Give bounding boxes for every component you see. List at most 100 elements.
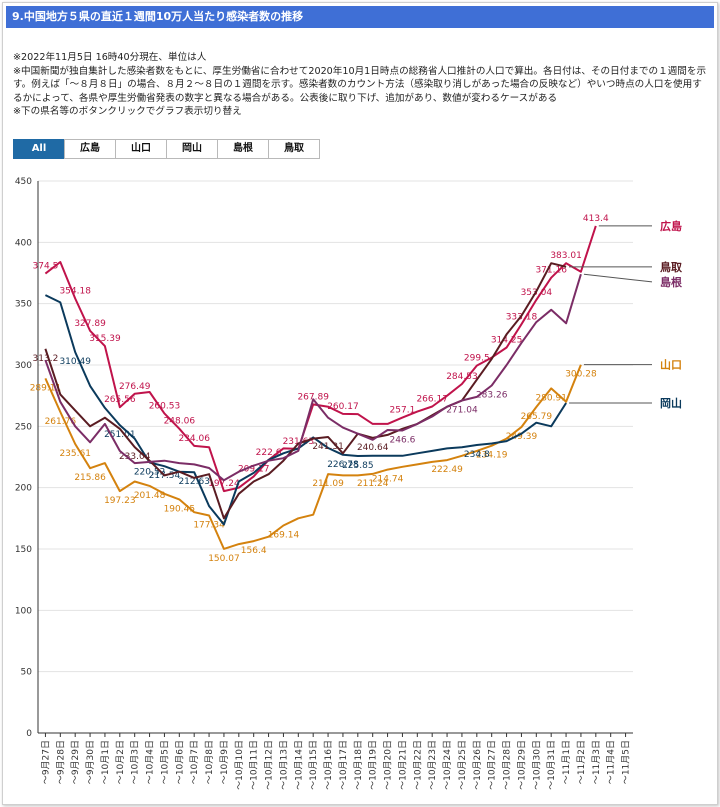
- data-label: 211.09: [312, 479, 344, 489]
- tab-tottori[interactable]: 鳥取: [268, 139, 320, 159]
- prefecture-tabs: All 広島 山口 岡山 島根 鳥取: [13, 139, 320, 159]
- x-tick-label: ～10月21日: [397, 740, 408, 790]
- x-tick-label: ～10月10日: [234, 740, 245, 790]
- x-tick-label: ～10月17日: [338, 740, 349, 790]
- x-tick-label: ～9月28日: [55, 740, 66, 784]
- x-tick-label: ～10月2日: [115, 740, 126, 784]
- x-tick-label: ～10月14日: [293, 740, 304, 790]
- data-label: 150.07: [208, 554, 240, 564]
- x-tick-label: ～10月3日: [130, 740, 141, 784]
- data-label: 260.17: [327, 402, 359, 412]
- data-label: 215.86: [74, 473, 106, 483]
- data-label: 156.4: [241, 546, 267, 556]
- tab-hiroshima[interactable]: 広島: [64, 139, 116, 159]
- data-label: 222.49: [431, 465, 463, 475]
- data-label: 177.34: [193, 520, 225, 530]
- data-label: 265.56: [104, 395, 136, 405]
- data-label: 251.01: [104, 430, 136, 440]
- notes: ※2022年11月5日 16時40分現在、単位は人 ※中国新聞が独自集計した感染…: [13, 51, 711, 119]
- data-label: 220.52: [134, 467, 166, 477]
- line-chart: 0 50 100 150 200 250 300 350 400 450 ～9月27日 ～9月28日 ～…: [15, 177, 683, 790]
- data-label: 327.89: [74, 319, 106, 329]
- data-label: 261.76: [45, 417, 77, 427]
- data-label: 248.06: [164, 417, 196, 427]
- data-label: 212.63: [178, 477, 210, 487]
- data-label: 234.06: [178, 434, 210, 444]
- x-tick-label: ～10月13日: [278, 740, 289, 790]
- x-tick-label: ～9月30日: [85, 740, 96, 784]
- data-label: 241.31: [312, 442, 344, 452]
- data-label: 246.6: [390, 436, 416, 446]
- x-tick-label: ～10月1日: [100, 740, 111, 784]
- data-label: 257.1: [390, 406, 416, 416]
- x-tick-label: ～10月28日: [502, 740, 513, 790]
- data-label: 266.17: [416, 394, 448, 404]
- x-tick-label: ～10月30日: [531, 740, 542, 790]
- data-label: 267.89: [297, 392, 329, 402]
- data-label: 234.19: [476, 451, 508, 461]
- y-tick-label: 200: [15, 484, 32, 494]
- y-tick-label: 350: [15, 300, 32, 310]
- data-label: 197.23: [104, 496, 136, 506]
- data-label: 315.39: [89, 334, 121, 344]
- data-label: 197.24: [208, 479, 240, 489]
- x-tick-label: ～10月12日: [264, 740, 275, 790]
- series-line-1: [44, 364, 582, 550]
- data-label: 313.2: [33, 354, 59, 364]
- note-timestamp: ※2022年11月5日 16時40分現在、単位は人: [13, 52, 207, 63]
- tab-yamaguchi[interactable]: 山口: [115, 139, 167, 159]
- y-tick-label: 150: [15, 545, 32, 555]
- x-tick-label: ～10月5日: [159, 740, 170, 784]
- data-label: 265.79: [521, 412, 553, 422]
- data-label: 231.63: [283, 437, 315, 447]
- y-tick-label: 0: [26, 729, 32, 739]
- x-tick-label: ～10月11日: [249, 740, 260, 790]
- series-end-label: 島根: [660, 275, 683, 289]
- data-label: 235.61: [59, 449, 91, 459]
- y-tick-label: 250: [15, 422, 32, 432]
- x-tick-label: ～10月16日: [323, 740, 334, 790]
- data-label: 280.91: [535, 393, 567, 403]
- x-tick-label: ～10月9日: [219, 740, 230, 784]
- data-label: 240.64: [357, 443, 389, 453]
- data-label: 233.04: [119, 452, 151, 462]
- x-tick-label: ～10月31日: [546, 740, 557, 790]
- data-label: 333.18: [506, 312, 538, 322]
- x-tick-label: ～10月20日: [383, 740, 394, 790]
- page-title: 9.中国地方５県の直近１週間10万人当たり感染者数の推移: [6, 6, 714, 28]
- data-label: 249.39: [506, 432, 538, 442]
- tab-shimane[interactable]: 島根: [217, 139, 269, 159]
- series-end-label: 鳥取: [660, 260, 682, 274]
- y-tick-label: 50: [21, 668, 33, 678]
- data-label: 209.17: [238, 464, 270, 474]
- x-tick-label: ～10月23日: [427, 740, 438, 790]
- x-tick-label: ～10月15日: [308, 740, 319, 790]
- data-label: 276.49: [119, 382, 151, 392]
- data-label: 300.28: [565, 370, 597, 380]
- x-tick-label: ～11月4日: [606, 740, 617, 784]
- series-end-label: 広島: [660, 219, 682, 233]
- y-tick-label: 300: [15, 361, 32, 371]
- x-tick-label: ～11月1日: [561, 740, 572, 784]
- series-line-2: [44, 294, 567, 526]
- tab-okayama[interactable]: 岡山: [166, 139, 218, 159]
- data-label: 284.53: [446, 372, 478, 382]
- x-tick-label: ～10月25日: [457, 740, 468, 790]
- data-label: 374.5: [33, 262, 59, 272]
- data-label: 214.74: [372, 475, 404, 485]
- data-label: 169.14: [268, 531, 300, 541]
- x-tick-label: ～10月29日: [516, 740, 527, 790]
- series-end-label: 岡山: [660, 396, 682, 410]
- tab-all[interactable]: All: [13, 139, 65, 159]
- x-tick-label: ～10月18日: [353, 740, 364, 790]
- data-label: 211.24: [357, 479, 389, 489]
- y-tick-label: 400: [15, 238, 32, 248]
- x-tick-label: ～10月26日: [472, 740, 483, 790]
- x-tick-label: ～10月27日: [487, 740, 498, 790]
- data-label: 201.48: [134, 491, 166, 501]
- data-label: 226.78: [327, 460, 359, 470]
- series-end-label: 山口: [660, 358, 682, 372]
- data-label: 260.53: [149, 401, 181, 411]
- x-tick-label: ～10月24日: [442, 740, 453, 790]
- data-label: 283.26: [476, 391, 508, 401]
